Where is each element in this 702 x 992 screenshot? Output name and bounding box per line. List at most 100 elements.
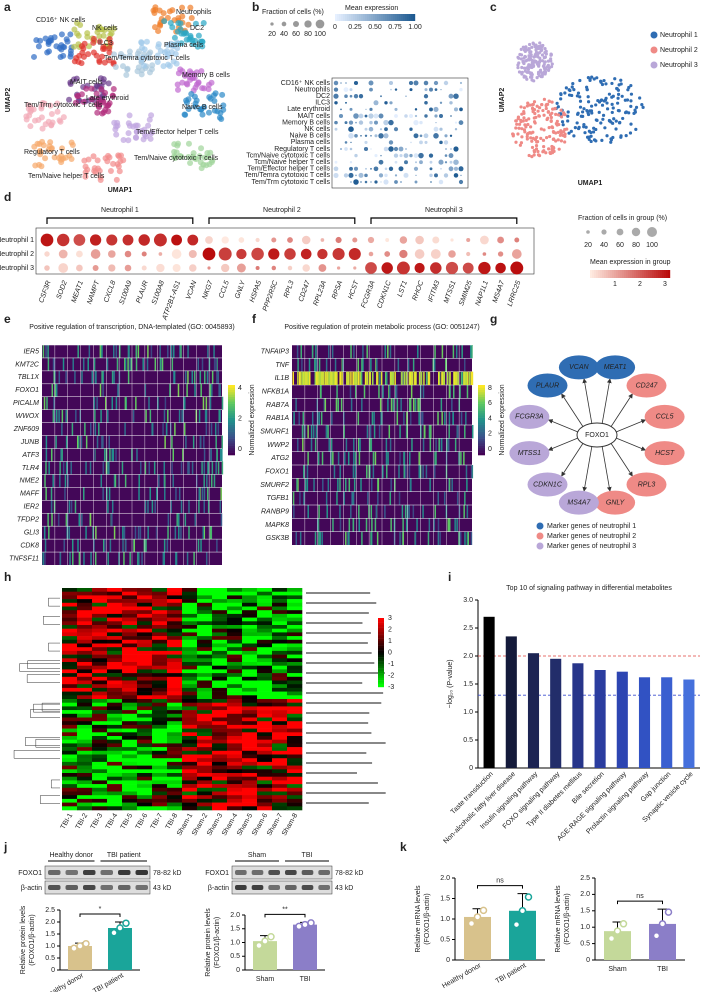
expression-cell: [325, 491, 328, 505]
expression-cell: [380, 411, 383, 425]
expression-cell: [370, 478, 373, 492]
umap-point: [54, 108, 61, 115]
bar: [661, 677, 673, 768]
expression-cell: [417, 345, 419, 359]
expression-cell: [115, 396, 118, 410]
expression-cell: [52, 409, 55, 423]
heatmap-cell: [242, 643, 258, 648]
heatmap-cell: [107, 721, 123, 726]
expression-cell: [196, 474, 198, 488]
expression-cell: [428, 371, 431, 385]
expression-cell: [427, 371, 430, 385]
row-label: Neutrophil 1: [0, 237, 34, 244]
node: [509, 441, 550, 466]
expression-cell: [470, 465, 473, 479]
expression-cell: [306, 371, 309, 385]
colorbar: [351, 14, 354, 21]
colorbar: [341, 14, 344, 21]
heatmap-cell: [212, 776, 228, 781]
heatmap-cell: [197, 643, 213, 648]
heatmap-cell: [107, 747, 123, 752]
umap-point: [572, 134, 576, 138]
heatmap-cell: [107, 791, 123, 796]
umap-point: [124, 66, 131, 73]
heatmap-cell: [242, 591, 258, 596]
heatmap-cell: [272, 758, 288, 763]
colorbar: [378, 666, 384, 669]
heatmap-cell: [212, 599, 228, 604]
umap-point: [571, 81, 575, 86]
umap-point: [106, 26, 113, 33]
dot: [339, 147, 343, 151]
umap-point: [559, 115, 564, 119]
heatmap-cell: [182, 739, 198, 744]
expression-cell: [167, 526, 169, 540]
dot: [449, 160, 453, 164]
legend-label: 40: [280, 31, 288, 38]
dot: [414, 249, 425, 259]
heatmap-cell: [62, 687, 78, 692]
legend-key: [650, 61, 658, 69]
heatmap-cell: [182, 724, 198, 729]
heatmap-cell: [167, 706, 183, 711]
dot: [400, 181, 402, 183]
umap-point: [538, 41, 542, 45]
heatmap-cell: [77, 780, 93, 785]
colorbar: [662, 270, 665, 278]
heatmap-cell: [182, 798, 198, 803]
expression-cell: [117, 383, 120, 397]
umap-point: [542, 149, 546, 153]
heatmap-cell: [242, 776, 258, 781]
gene-label: HSPA5: [249, 280, 263, 304]
heatmap-cell: [167, 650, 183, 655]
expression-cell: [71, 539, 74, 553]
heatmap-cell: [77, 654, 93, 659]
expression-cell: [343, 411, 345, 425]
umap-point: [538, 59, 542, 63]
expression-cell: [299, 531, 302, 545]
heatmap-cell: [167, 632, 183, 637]
dendrogram: [25, 737, 60, 746]
blot-strip: [231, 880, 333, 895]
umap-point: [556, 130, 560, 135]
heatmap-cell: [137, 665, 153, 670]
dot: [414, 108, 418, 111]
expression-cell: [219, 500, 222, 514]
heatmap-cell: [62, 750, 78, 755]
panel-letter: b: [252, 0, 259, 14]
expression-cell: [465, 411, 467, 425]
heatmap-cell: [137, 732, 153, 737]
expression-cell: [335, 398, 338, 412]
heatmap-cell: [137, 595, 153, 600]
gene-label: TNFSF11: [9, 555, 39, 562]
umap-point: [548, 113, 553, 117]
umap-point: [629, 92, 634, 96]
expression-cell: [403, 371, 406, 385]
expression-cell: [460, 411, 463, 425]
umap-point: [112, 63, 119, 70]
umap-point: [149, 62, 156, 69]
umap-point: [519, 141, 524, 145]
row-label: Tcm/Naive helper T cells: [254, 159, 330, 166]
heatmap-cell: [272, 647, 288, 652]
heatmap-cell: [257, 721, 273, 726]
expression-cell: [52, 474, 54, 488]
heatmap-cell: [137, 617, 153, 622]
heatmap-cell: [287, 702, 303, 707]
umap-point: [530, 145, 535, 150]
node: [644, 404, 685, 429]
dendrogram: [35, 738, 60, 748]
heatmap-cell: [287, 798, 303, 803]
umap-point: [185, 140, 192, 147]
heatmap-cell: [182, 743, 198, 748]
heatmap-cell: [197, 728, 213, 733]
heatmap-cell: [212, 639, 228, 644]
heatmap-cell: [242, 724, 258, 729]
heatmap-cell: [62, 702, 78, 707]
heatmap-cell: [107, 743, 123, 748]
dendrogram: [50, 779, 60, 789]
heatmap-cell: [197, 673, 213, 678]
panel-letter: k: [400, 840, 407, 854]
colorbar: [478, 408, 485, 411]
replicate: [467, 919, 476, 928]
